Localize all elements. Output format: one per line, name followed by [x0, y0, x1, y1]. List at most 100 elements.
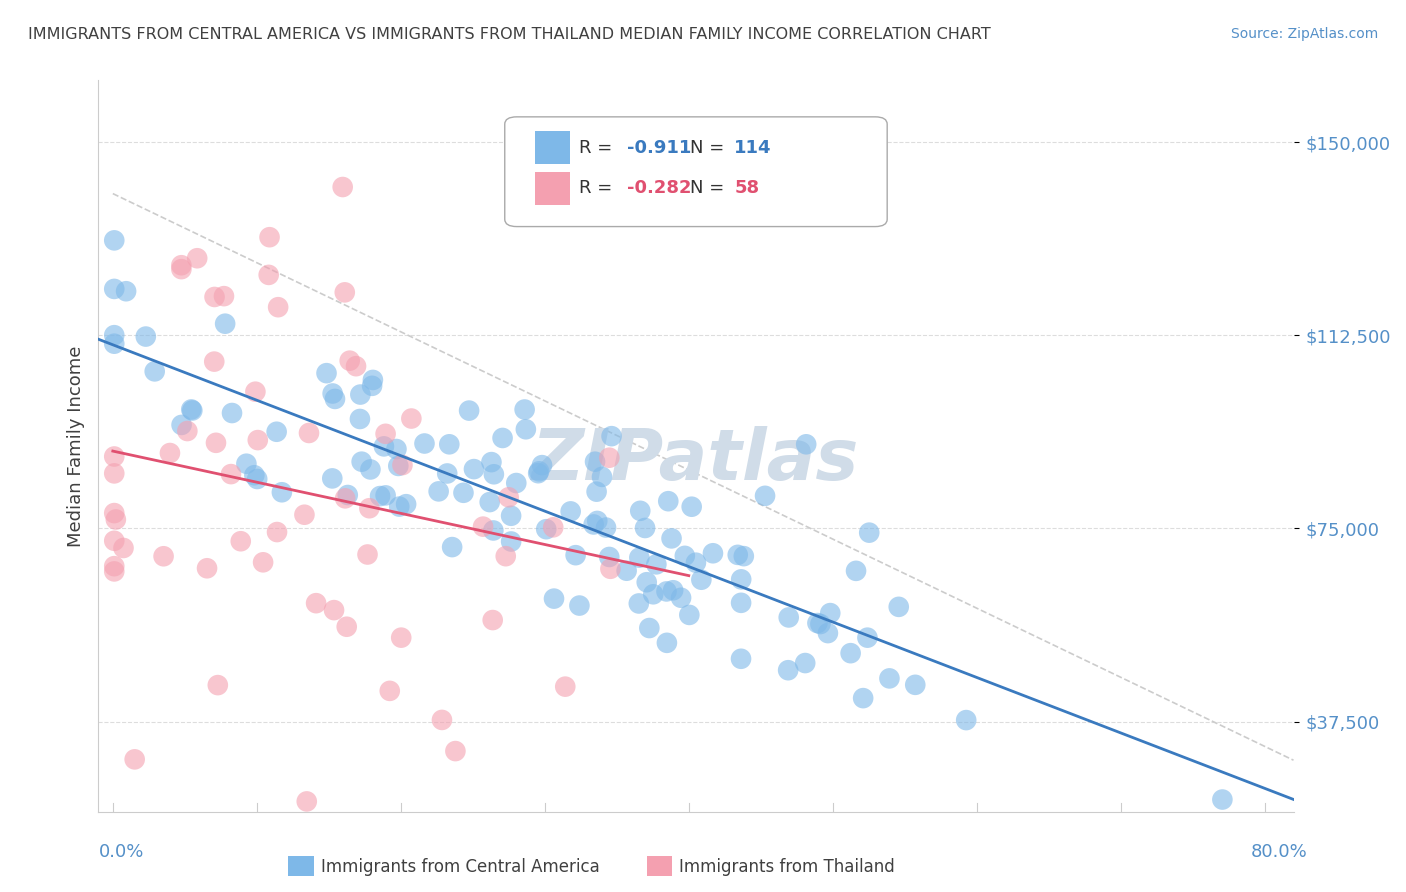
Point — [655, 584, 678, 599]
Point — [887, 599, 910, 614]
Point — [413, 436, 436, 450]
Point — [839, 646, 862, 660]
Point — [270, 485, 292, 500]
Point — [582, 517, 605, 532]
Point — [103, 565, 125, 579]
Point — [356, 548, 378, 562]
Point — [170, 417, 193, 432]
Point — [568, 599, 591, 613]
Point — [453, 485, 475, 500]
Point — [852, 691, 875, 706]
Point — [219, 467, 242, 482]
Point — [335, 491, 357, 506]
Point — [820, 606, 842, 620]
Point — [554, 680, 576, 694]
Point — [266, 425, 288, 439]
Text: 114: 114 — [734, 138, 772, 157]
Point — [349, 412, 371, 426]
Point — [294, 508, 316, 522]
Point — [373, 439, 395, 453]
Text: Source: ZipAtlas.com: Source: ZipAtlas.com — [1230, 27, 1378, 41]
Point — [401, 411, 423, 425]
Point — [681, 500, 703, 514]
Point — [152, 549, 174, 564]
Point — [323, 603, 346, 617]
Point — [235, 457, 257, 471]
Point — [323, 392, 346, 406]
Point — [112, 541, 135, 555]
Point — [678, 607, 700, 622]
Text: ZIPatlas: ZIPatlas — [533, 426, 859, 495]
Point — [463, 462, 485, 476]
Point — [515, 422, 537, 436]
Point — [298, 425, 321, 440]
Point — [472, 519, 495, 533]
Point — [685, 556, 707, 570]
Point — [662, 583, 685, 598]
Point — [374, 488, 396, 502]
Point — [616, 564, 638, 578]
Point — [879, 672, 901, 686]
Point — [505, 476, 527, 491]
Point — [180, 402, 202, 417]
Point — [246, 472, 269, 486]
Point — [598, 450, 620, 465]
Text: IMMIGRANTS FROM CENTRAL AMERICA VS IMMIGRANTS FROM THAILAND MEDIAN FAMILY INCOME: IMMIGRANTS FROM CENTRAL AMERICA VS IMMIG… — [28, 27, 991, 42]
Point — [391, 458, 413, 472]
Point — [733, 549, 755, 563]
Point — [387, 458, 409, 473]
Point — [599, 562, 621, 576]
Bar — [534, 171, 571, 204]
Text: R =: R = — [579, 178, 617, 197]
Point — [661, 532, 683, 546]
Point — [344, 359, 367, 374]
Point — [385, 442, 408, 456]
Text: -0.282: -0.282 — [627, 178, 692, 197]
Point — [295, 794, 318, 808]
Point — [350, 455, 373, 469]
Point — [333, 285, 356, 300]
Point — [513, 402, 536, 417]
Point — [135, 329, 157, 343]
Point — [321, 471, 343, 485]
Point — [257, 268, 280, 282]
Point — [315, 366, 337, 380]
Point — [501, 534, 523, 549]
Point — [245, 384, 267, 399]
Point — [527, 467, 550, 481]
Point — [495, 549, 517, 564]
Point — [332, 180, 354, 194]
Point — [600, 429, 623, 443]
Point — [645, 558, 668, 572]
Point — [361, 373, 384, 387]
Point — [586, 514, 609, 528]
Point — [817, 626, 839, 640]
Point — [205, 435, 228, 450]
Point — [628, 504, 651, 518]
Point — [669, 591, 692, 605]
Point — [103, 506, 125, 520]
Point — [634, 521, 657, 535]
Point — [349, 387, 371, 401]
Point — [212, 289, 235, 303]
Point — [643, 587, 665, 601]
Point — [727, 548, 749, 562]
Point — [481, 455, 503, 469]
Point — [103, 450, 125, 464]
Point — [730, 596, 752, 610]
Text: Immigrants from Thailand: Immigrants from Thailand — [679, 858, 894, 876]
Point — [702, 546, 724, 560]
Point — [204, 290, 226, 304]
Point — [252, 555, 274, 569]
Point — [103, 282, 125, 296]
Point — [856, 631, 879, 645]
Text: -0.911: -0.911 — [627, 138, 690, 157]
Point — [501, 508, 523, 523]
Point — [690, 573, 713, 587]
Point — [673, 549, 696, 563]
Point — [778, 610, 800, 624]
Point — [564, 548, 586, 562]
Point — [359, 501, 381, 516]
Text: R =: R = — [579, 138, 617, 157]
Point — [202, 354, 225, 368]
